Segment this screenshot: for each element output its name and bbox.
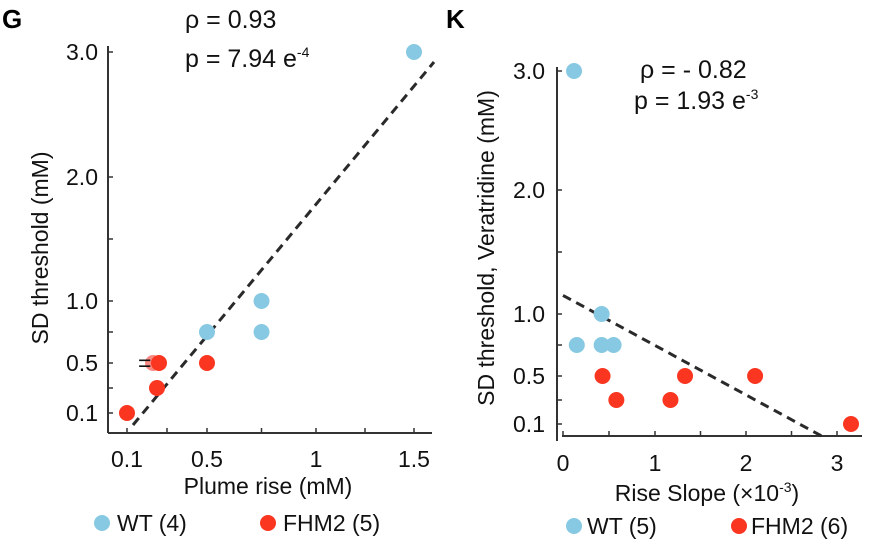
panel-g-rho: ρ = 0.93 bbox=[185, 6, 276, 34]
panel-g-fhm2-point bbox=[149, 380, 165, 396]
panel-k-pvalue-exp: -3 bbox=[746, 86, 759, 102]
panel-k-rho: ρ = - 0.82 bbox=[640, 56, 747, 84]
panel-g-y-tick-label: 3.0 bbox=[66, 39, 98, 65]
panel-k-y-tick-label: 0.1 bbox=[513, 411, 545, 437]
panel-k-x-tick-label: 1 bbox=[649, 450, 662, 476]
panel-k-fhm2-point bbox=[677, 368, 694, 384]
panel-k-x-tick-label: 0 bbox=[557, 450, 570, 476]
panel-g-chart: G ρ = 0.93 p = 7.94 e-4 0.10.51.02.03.00… bbox=[2, 4, 436, 536]
panel-g-y-tick-label: 1.0 bbox=[66, 288, 98, 314]
panel-g-fhm2-point bbox=[151, 355, 167, 371]
legend-fhm2-label: FHM2 (5) bbox=[283, 510, 380, 536]
legend-fhm2-label: FHM2 (6) bbox=[751, 513, 848, 539]
panel-k-fhm2-point bbox=[594, 368, 611, 384]
panel-k-chart: K ρ = - 0.82 p = 1.93 e-3 0.10.51.02.03.… bbox=[446, 4, 862, 539]
panel-k-pvalue: p = 1.93 e-3 bbox=[634, 86, 759, 115]
panel-g-fhm2-point bbox=[119, 405, 135, 421]
panel-k-fhm2-point bbox=[608, 392, 625, 408]
panel-g-y-tick-label: 2.0 bbox=[66, 164, 98, 190]
legend-fhm2-marker bbox=[260, 515, 276, 531]
panel-g-y-tick-label: 0.1 bbox=[66, 400, 98, 426]
panel-k-points bbox=[566, 63, 859, 432]
panel-k-fhm2-point bbox=[747, 368, 764, 384]
panel-k-fhm2-point bbox=[662, 392, 679, 408]
panel-k-wt-point bbox=[568, 337, 585, 353]
panel-g-x-axis-title: Plume rise (mM) bbox=[184, 473, 353, 499]
panel-g-wt-point bbox=[253, 324, 270, 340]
panel-k-y-tick-label: 2.0 bbox=[513, 177, 545, 203]
panel-g-legend: WT (4) FHM2 (5) bbox=[94, 510, 380, 536]
panel-g-wt-point bbox=[406, 44, 422, 60]
panel-k-wt-point bbox=[566, 63, 583, 79]
panel-k-x-tick-label: 2 bbox=[740, 450, 753, 476]
panel-g-fit-line-group bbox=[131, 61, 436, 426]
panel-k-x-axis-title-suffix: ) bbox=[792, 480, 800, 506]
panel-k-letter: K bbox=[446, 4, 465, 34]
panel-g-x-tick-label: 0.1 bbox=[111, 446, 143, 472]
panel-k-y-tick-label: 1.0 bbox=[513, 301, 545, 327]
panel-g-x-tick-label: 1.5 bbox=[398, 446, 430, 472]
panel-k-fhm2-point bbox=[843, 416, 859, 432]
panel-g-letter: G bbox=[2, 4, 22, 34]
legend-wt-label: WT (4) bbox=[117, 510, 187, 536]
legend-wt-label: WT (5) bbox=[587, 513, 657, 539]
legend-fhm2-marker bbox=[731, 518, 747, 534]
panel-g-x-tick-label: 1 bbox=[310, 446, 323, 472]
panel-g-y-tick-label: 0.5 bbox=[66, 350, 98, 376]
panel-g-equal-annotation: = bbox=[138, 350, 151, 376]
panel-k-x-axis-title: Rise Slope (×10-3) bbox=[615, 479, 799, 506]
legend-wt-marker bbox=[94, 515, 110, 531]
panel-k-y-tick-label: 0.5 bbox=[513, 363, 545, 389]
panel-k-x-axis-title-base: Rise Slope (×10 bbox=[615, 480, 779, 506]
panel-k-y-tick-label: 3.0 bbox=[513, 58, 545, 84]
panel-k-axes: 0.1 0.5 1.0 2.0 3.0 0 1 2 3 bbox=[513, 58, 862, 476]
panel-k-legend: WT (5) FHM2 (6) bbox=[566, 513, 848, 539]
panel-g-x-tick-label: 0.5 bbox=[191, 446, 223, 472]
panel-g-y-axis-title: SD threshold (mM) bbox=[27, 152, 53, 345]
panel-k-pvalue-base: p = 1.93 e bbox=[634, 87, 746, 115]
panel-k-x-axis-title-exp: -3 bbox=[779, 479, 792, 495]
panel-k-wt-point bbox=[593, 337, 610, 353]
panel-g-regression-line bbox=[131, 61, 436, 426]
legend-wt-marker bbox=[566, 518, 582, 534]
panel-g-points bbox=[119, 44, 422, 421]
panel-k-y-axis-title: SD threshold, Veratridine (mM) bbox=[473, 90, 499, 406]
panel-g-pvalue-exp: -4 bbox=[297, 44, 310, 60]
panel-g-wt-point bbox=[253, 293, 270, 309]
panel-g-pvalue: p = 7.94 e-4 bbox=[185, 44, 310, 73]
panel-k-wt-point bbox=[593, 306, 610, 322]
panel-g-fhm2-point bbox=[199, 355, 215, 371]
panel-g-axes: 0.1 0.5 1.0 2.0 3.0 0.1 0.5 1 1.5 bbox=[66, 39, 432, 472]
panel-g-wt-point bbox=[199, 324, 215, 340]
panel-k-x-tick-label: 3 bbox=[831, 450, 844, 476]
panel-k-wt-point bbox=[605, 337, 622, 353]
panel-g-pvalue-base: p = 7.94 e bbox=[185, 45, 297, 73]
